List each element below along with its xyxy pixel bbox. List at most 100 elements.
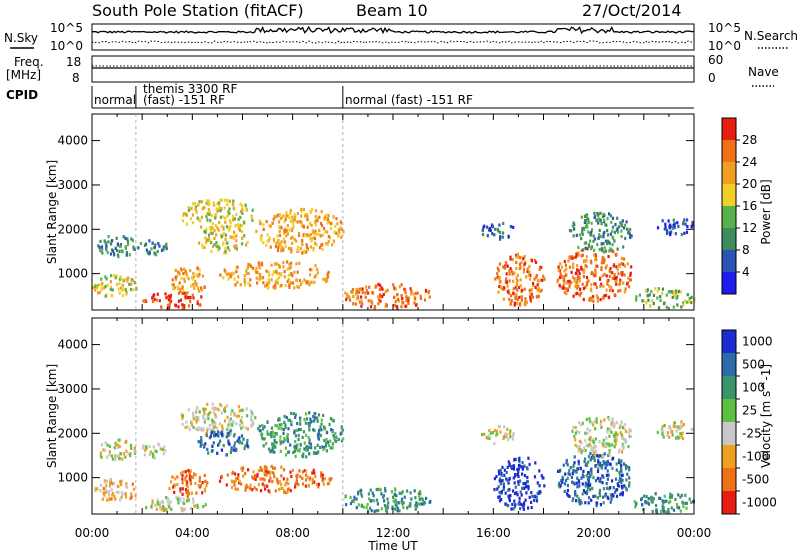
power-cell	[673, 222, 677, 226]
power-cell	[115, 282, 119, 286]
power-cell	[371, 291, 374, 295]
velocity-cell	[238, 409, 241, 413]
power-cell	[325, 242, 328, 246]
velocity-cell	[584, 449, 587, 453]
power-cell	[233, 234, 236, 238]
velocity-cell	[221, 430, 224, 434]
power-cell	[190, 284, 193, 288]
velocity-cell	[280, 486, 283, 490]
velocity-cell	[611, 420, 614, 424]
velocity-cell	[654, 492, 657, 496]
velocity-cell	[216, 430, 220, 434]
power-cell	[243, 280, 246, 284]
power-cell	[334, 224, 337, 228]
power-cell	[200, 215, 203, 219]
velocity-cell	[498, 490, 501, 495]
velocity-cell	[142, 444, 145, 448]
velocity-cell	[423, 501, 427, 505]
power-cell	[203, 285, 206, 290]
velocity-cell	[252, 470, 255, 474]
velocity-cell	[505, 477, 508, 481]
power-cell	[428, 295, 431, 299]
velocity-cell	[591, 453, 594, 458]
velocity-cell	[323, 446, 326, 450]
power-cell	[228, 207, 231, 211]
power-cell	[520, 260, 523, 265]
power-cell	[510, 269, 513, 273]
velocity-cell	[302, 430, 305, 434]
velocity-cell	[675, 429, 678, 433]
velocity-cell	[274, 489, 277, 493]
velocity-cell	[311, 481, 314, 485]
power-cell	[609, 232, 612, 236]
velocity-cell	[287, 418, 290, 422]
power-cell	[156, 249, 159, 254]
velocity-cell	[119, 483, 123, 487]
velocity-cell	[286, 435, 289, 439]
velocity-cell	[189, 506, 192, 510]
velocity-cell	[256, 474, 259, 478]
power-cell	[673, 294, 676, 298]
velocity-cell	[507, 438, 510, 442]
power-cell	[674, 232, 677, 236]
velocity-cell	[590, 448, 593, 452]
power-colorbar-title: Power [dB]	[759, 179, 773, 244]
velocity-cell	[680, 420, 683, 424]
power-cell	[605, 223, 608, 227]
power-cell	[400, 283, 403, 287]
velocity-cell	[508, 497, 511, 501]
velocity-cell	[301, 454, 304, 458]
velocity-cell	[180, 506, 183, 510]
power-cell	[145, 248, 148, 252]
power-cell	[237, 275, 240, 279]
power-cell	[185, 293, 188, 297]
velocity-cell	[593, 458, 596, 463]
velocity-cell	[105, 455, 109, 459]
power-cell	[615, 265, 618, 269]
velocity-cell	[672, 508, 676, 512]
velocity-cell	[615, 462, 618, 466]
power-cell	[118, 249, 121, 253]
velocity-cell	[294, 448, 297, 452]
power-cell	[217, 248, 220, 252]
power-cell	[609, 267, 612, 271]
velocity-cell	[526, 484, 529, 488]
velocity-cell	[257, 427, 260, 431]
velocity-cell	[589, 458, 592, 462]
velocity-cell	[640, 498, 643, 502]
power-cell	[279, 216, 282, 221]
velocity-cell	[394, 501, 397, 505]
power-cell	[323, 216, 326, 220]
velocity-cell	[535, 495, 538, 499]
power-cell	[228, 227, 231, 232]
power-cell	[255, 270, 258, 274]
velocity-cell	[613, 439, 616, 443]
velocity-cell	[655, 509, 658, 514]
velocity-cell	[602, 455, 605, 459]
power-cell	[215, 244, 218, 248]
power-cell	[612, 236, 615, 240]
velocity-cell	[250, 424, 253, 428]
power-cell	[275, 241, 278, 245]
power-cell	[119, 275, 122, 279]
power-cell	[250, 264, 253, 268]
velocity-cell	[422, 500, 425, 504]
power-echo-region-15	[656, 218, 695, 237]
velocity-cell	[594, 427, 597, 431]
velocity-cell	[595, 504, 598, 508]
velocity-cell	[417, 502, 420, 506]
velocity-cell	[154, 449, 157, 453]
velocity-cell	[410, 497, 413, 501]
power-cell	[519, 256, 522, 260]
power-cell	[502, 265, 505, 269]
power-cell	[512, 279, 515, 283]
power-cell	[515, 292, 518, 296]
velocity-cell	[578, 481, 581, 485]
velocity-cell	[488, 436, 491, 440]
power-cell	[327, 220, 330, 224]
power-cell	[676, 221, 679, 225]
velocity-cell	[391, 506, 394, 510]
power-cell	[224, 233, 227, 237]
velocity-cell	[286, 490, 289, 494]
velocity-cell	[561, 477, 564, 481]
